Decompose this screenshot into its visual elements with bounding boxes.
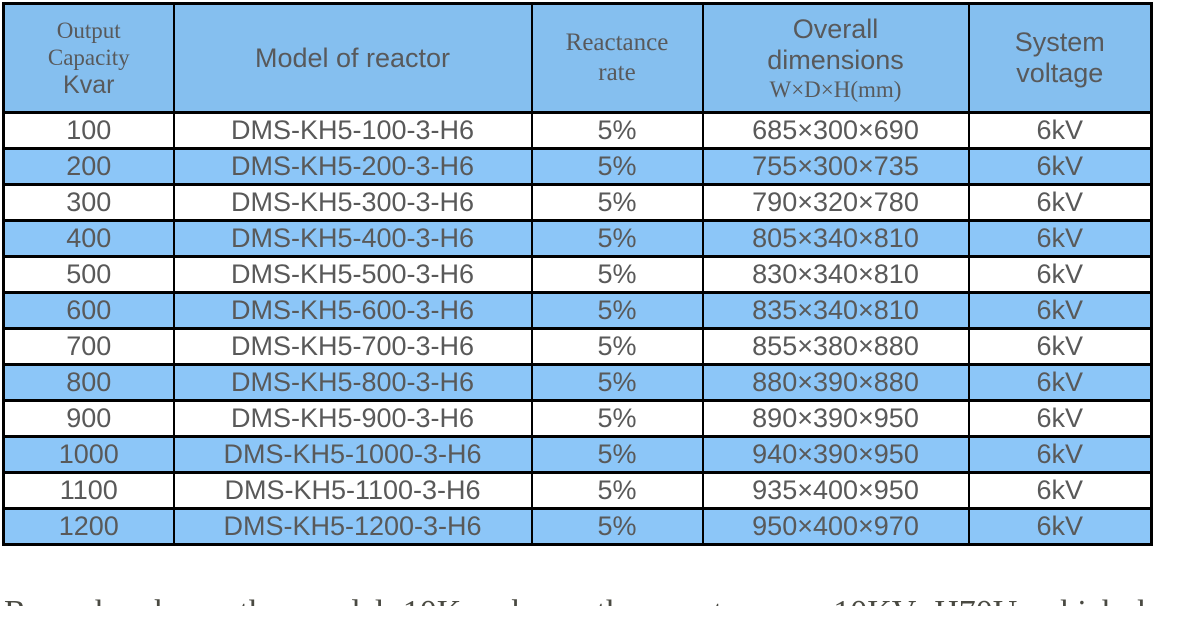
cell-model: DMS-KH5-1000-3-H6 (172, 435, 533, 474)
cell-voltage: 6kV (967, 219, 1153, 258)
cell-capacity: 200 (2, 147, 175, 186)
cell-rate: 5% (530, 327, 704, 366)
header-model: Model of reactor (172, 2, 533, 114)
cell-voltage: 6kV (967, 147, 1153, 186)
cell-dims: 880×390×880 (701, 363, 970, 402)
cell-dims: 940×390×950 (701, 435, 970, 474)
table-row: 1100 DMS-KH5-1100-3-H6 5% 935×400×950 6k… (2, 471, 1153, 510)
cell-dims: 890×390×950 (701, 399, 970, 438)
cell-capacity: 300 (2, 183, 175, 222)
cell-voltage: 6kV (967, 291, 1153, 330)
cell-rate: 5% (530, 111, 704, 150)
cell-model: DMS-KH5-400-3-H6 (172, 219, 533, 258)
header-reactance-line1: Reactance (565, 29, 669, 56)
cell-voltage: 6kV (967, 327, 1153, 366)
table-row: 400 DMS-KH5-400-3-H6 5% 805×340×810 6kV (2, 219, 1153, 258)
cell-rate: 5% (530, 147, 704, 186)
header-model-label: Model of reactor (254, 42, 451, 73)
cell-voltage: 6kV (967, 255, 1153, 294)
cell-capacity: 800 (2, 363, 175, 402)
cell-dims: 855×380×880 (701, 327, 970, 366)
header-output-capacity: Output Capacity Kvar (2, 2, 175, 114)
table-row: 700 DMS-KH5-700-3-H6 5% 855×380×880 6kV (2, 327, 1153, 366)
cell-model: DMS-KH5-500-3-H6 (172, 255, 533, 294)
table-row: 600 DMS-KH5-600-3-H6 5% 835×340×810 6kV (2, 291, 1153, 330)
cell-model: DMS-KH5-600-3-H6 (172, 291, 533, 330)
cell-dims: 755×300×735 (701, 147, 970, 186)
clipped-footer-text: Remark: above the model 10Kv above the r… (4, 594, 1178, 606)
header-system-voltage: System voltage (967, 2, 1153, 114)
cell-model: DMS-KH5-900-3-H6 (172, 399, 533, 438)
cell-capacity: 100 (2, 111, 175, 150)
header-reactance-line2: rate (598, 59, 636, 86)
cell-model: DMS-KH5-800-3-H6 (172, 363, 533, 402)
cell-model: DMS-KH5-100-3-H6 (172, 111, 533, 150)
header-dimensions-line3: W×D×H(mm) (769, 76, 902, 102)
cell-voltage: 6kV (967, 183, 1153, 222)
header-output-line1: Output (56, 17, 121, 43)
table-row: 900 DMS-KH5-900-3-H6 5% 890×390×950 6kV (2, 399, 1153, 438)
table-row: 100 DMS-KH5-100-3-H6 5% 685×300×690 6kV (2, 111, 1153, 150)
cell-voltage: 6kV (967, 363, 1153, 402)
cell-dims: 935×400×950 (701, 471, 970, 510)
cell-rate: 5% (530, 471, 704, 510)
table-row: 1000 DMS-KH5-1000-3-H6 5% 940×390×950 6k… (2, 435, 1153, 474)
cell-dims: 830×340×810 (701, 255, 970, 294)
header-dimensions-line1: Overall (792, 13, 879, 44)
table-row: 300 DMS-KH5-300-3-H6 5% 790×320×780 6kV (2, 183, 1153, 222)
table-row: 800 DMS-KH5-800-3-H6 5% 880×390×880 6kV (2, 363, 1153, 402)
header-overall-dimensions: Overall dimensions W×D×H(mm) (701, 2, 970, 114)
cell-model: DMS-KH5-200-3-H6 (172, 147, 533, 186)
header-output-line3: Kvar (63, 70, 115, 99)
cell-voltage: 6kV (967, 507, 1153, 546)
cell-capacity: 1000 (2, 435, 175, 474)
cell-dims: 805×340×810 (701, 219, 970, 258)
table-row: 1200 DMS-KH5-1200-3-H6 5% 950×400×970 6k… (2, 507, 1153, 546)
cell-voltage: 6kV (967, 111, 1153, 150)
cell-capacity: 900 (2, 399, 175, 438)
header-reactance-rate: Reactance rate (530, 2, 704, 114)
cell-voltage: 6kV (967, 399, 1153, 438)
cell-rate: 5% (530, 291, 704, 330)
cell-rate: 5% (530, 435, 704, 474)
header-voltage-line1: System (1014, 27, 1105, 57)
cell-capacity: 500 (2, 255, 175, 294)
cell-dims: 790×320×780 (701, 183, 970, 222)
table-row: 200 DMS-KH5-200-3-H6 5% 755×300×735 6kV (2, 147, 1153, 186)
cell-model: DMS-KH5-1100-3-H6 (172, 471, 533, 510)
header-row: Output Capacity Kvar Model of reactor Re… (2, 2, 1153, 114)
cell-rate: 5% (530, 507, 704, 546)
cell-capacity: 1100 (2, 471, 175, 510)
cell-capacity: 1200 (2, 507, 175, 546)
cell-capacity: 700 (2, 327, 175, 366)
cell-rate: 5% (530, 363, 704, 402)
header-voltage-line2: voltage (1016, 58, 1104, 88)
header-output-line2: Capacity (47, 44, 130, 70)
cell-dims: 685×300×690 (701, 111, 970, 150)
cell-dims: 950×400×970 (701, 507, 970, 546)
cell-model: DMS-KH5-700-3-H6 (172, 327, 533, 366)
cell-voltage: 6kV (967, 471, 1153, 510)
cell-capacity: 600 (2, 291, 175, 330)
cell-rate: 5% (530, 255, 704, 294)
cell-voltage: 6kV (967, 435, 1153, 474)
cell-model: DMS-KH5-1200-3-H6 (172, 507, 533, 546)
reactor-spec-table: Output Capacity Kvar Model of reactor Re… (2, 2, 1153, 546)
cell-rate: 5% (530, 219, 704, 258)
cell-rate: 5% (530, 183, 704, 222)
cell-rate: 5% (530, 399, 704, 438)
table-row: 500 DMS-KH5-500-3-H6 5% 830×340×810 6kV (2, 255, 1153, 294)
header-dimensions-line2: dimensions (767, 44, 904, 75)
cell-dims: 835×340×810 (701, 291, 970, 330)
cell-model: DMS-KH5-300-3-H6 (172, 183, 533, 222)
cell-capacity: 400 (2, 219, 175, 258)
